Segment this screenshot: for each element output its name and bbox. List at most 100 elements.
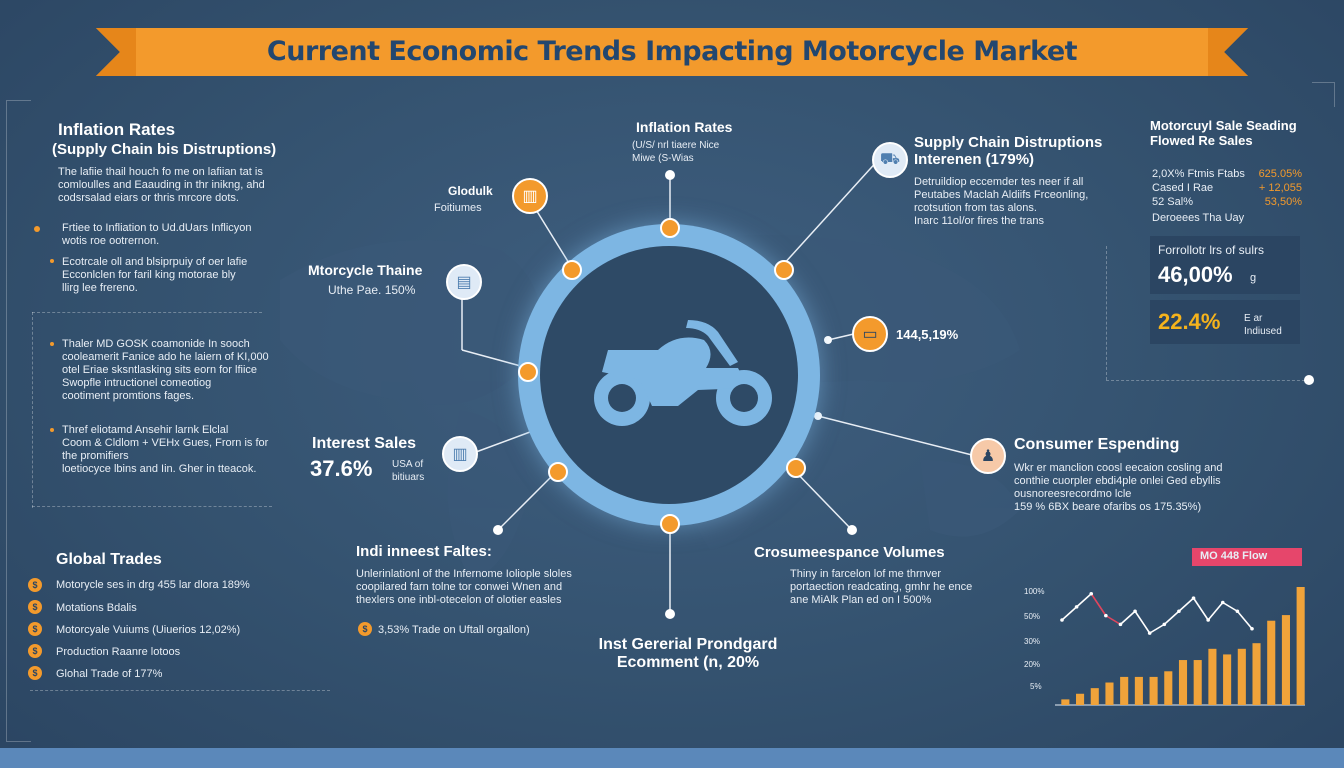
motorcycle-trains-sub: Uthe Pae. 150% [328,283,416,297]
chart-bar [1252,643,1261,705]
global-trade-item: Motations Bdalis [56,602,137,614]
sales-row: Cased I Rae + 12,055 [1152,182,1302,194]
right-divider [1106,246,1108,380]
left-divider-bottom [32,506,272,508]
bullet-dot [50,259,54,263]
line-point [1250,626,1254,631]
line-point [1060,618,1064,622]
crossover-text: Thiny in farcelon lof me thrnver portaec… [790,568,973,606]
left-bullet-2: Ecotrcale oll and blsiprpuiy of oer lafi… [62,256,248,294]
chart-bar [1223,654,1232,705]
left-frame [6,100,31,742]
indi-interest-text: Unlerinlationl of the Infernome Ioliople… [356,568,572,606]
page-title: Current Economic Trends Impacting Motorc… [266,36,1078,67]
line-point [1089,591,1094,596]
supply-chain-text: Detruildiop eccemder tes neer if all Peu… [914,176,1089,227]
supply-chain-label: Supply Chain Distruptions Interenen (179… [914,134,1103,168]
chart-bar [1193,660,1202,705]
y-tick-label: 50% [1024,612,1041,621]
line-segment [1207,601,1224,621]
line-segment [1192,597,1209,621]
chart-bar [1105,682,1114,705]
line-point [1104,613,1108,618]
ring-node [518,362,538,382]
wallet-icon: ▭ [852,316,888,352]
chart-bar [1149,676,1158,705]
line-segment [1119,610,1136,625]
chart-bar [1134,676,1143,705]
left-bullet-3: Thaler MD GOSK coamonide In sooch coolea… [62,338,269,402]
y-tick-label: 100% [1024,587,1045,596]
mini-bar-line-chart [1055,587,1305,706]
factory-icon: ▥ [512,178,548,214]
bullet-dot [50,428,54,432]
stat-card-2-note: E ar Indiused [1244,313,1282,337]
coin-icon: $ [28,600,42,614]
coin-icon: $ [358,622,372,636]
line-segment [1076,593,1092,608]
document-icon: ▥ [442,436,478,472]
sales-heading: Motorcuyl Sale Seading Flowed Re Sales [1150,118,1297,148]
right-hub-value: 144,5,19% [896,327,959,342]
line-point [1133,609,1137,614]
line-point [1177,609,1181,614]
ring-node [786,458,806,478]
global-trade-item: Motorcyale Vuiums (Uiuerios 12,02%) [56,624,241,636]
line-point [1235,609,1240,614]
y-tick-label: 5% [1030,682,1042,691]
line-segment [1178,597,1195,612]
global-trades-heading: Global Trades [56,551,162,568]
stat-card: Forrollotr lrs of sulrs 46,00% g [1150,236,1300,294]
line-segment [1134,610,1151,634]
line-segment [1090,593,1107,617]
line-segment [1163,610,1180,625]
bullet-dot [50,342,54,346]
sales-row: 2,0X% Ftmis Ftabs 625.05% [1152,168,1302,180]
line-point [1206,618,1210,622]
stat-card-2: 22.4% E ar Indiused [1150,300,1300,344]
chart-bar [1061,699,1070,705]
line-point [1147,631,1152,635]
global-trade-item: Production Raanre lotoos [56,646,181,658]
truck-icon: ⛟ [872,142,908,178]
person-icon: ♟ [970,438,1006,474]
line-segment [1236,610,1253,630]
chart-bar [1237,648,1246,705]
crossover-label: Crosumeespance Volumes [754,544,945,561]
line-point [1162,622,1167,627]
global-label: Glodulk [448,184,493,198]
consumer-spending-text: Wkr er manclion coosl eecaion cosling an… [1014,462,1223,513]
banner-ribbon [96,28,1248,76]
coin-icon: $ [28,644,42,658]
title-banner: Current Economic Trends Impacting Motorc… [96,28,1248,76]
interest-sales-sub: USA of bitiuars [392,459,425,483]
line-point [1074,605,1079,609]
left-subheading: (Supply Chain bis Distruptions) [52,141,277,158]
right-divider-bottom [1106,380,1310,382]
global-trade-item: Motorycle ses in drg 455 lar dlora 189% [56,579,250,591]
global-trades-underline [30,690,330,692]
ring-node [774,260,794,280]
stat-card-2-value: 22.4% [1158,309,1221,334]
inflation-rates-label: Inflation Rates [636,119,733,135]
coin-icon: $ [28,666,42,680]
line-segment [1222,601,1238,612]
right-frame-corner [1312,82,1335,107]
divider-end-dot [1304,375,1314,385]
chart-bar [1120,676,1129,705]
left-divider-top [32,312,262,314]
chart-bar [1281,615,1290,705]
storefront-icon: ▤ [446,264,482,300]
chart-bar [1076,693,1085,705]
motorcycle-icon [594,320,772,426]
interest-sales-label: Interest Sales [312,435,417,452]
coin-icon: $ [28,622,42,636]
stat-card-label: Forrollotr lrs of sulrs [1158,243,1265,257]
chart-bar [1296,587,1305,705]
chart-bar [1178,660,1188,705]
bullet-dot [34,226,40,232]
line-point [1118,622,1123,627]
global-sub: Foitiumes [434,202,482,214]
line-point [1191,596,1196,600]
stat-card-value: 46,00% [1158,262,1233,287]
